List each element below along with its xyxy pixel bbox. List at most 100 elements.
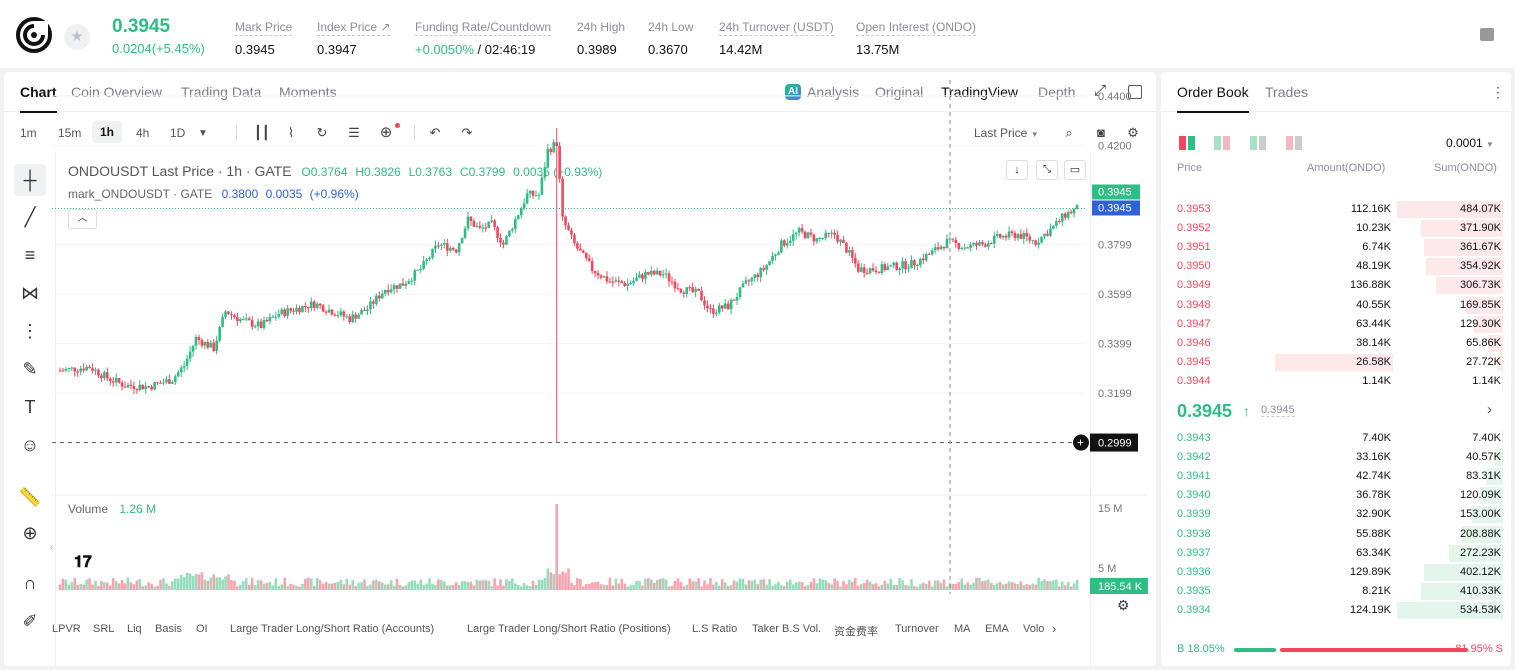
candle-body[interactable] xyxy=(268,317,272,322)
candle-body[interactable] xyxy=(729,299,733,310)
candle-body[interactable] xyxy=(274,316,278,318)
candle-body[interactable] xyxy=(357,314,360,319)
candle-body[interactable] xyxy=(587,258,591,262)
candle-body[interactable] xyxy=(862,267,866,273)
tab-trades[interactable]: Trades xyxy=(1265,84,1309,100)
candle-body[interactable] xyxy=(720,305,724,309)
candle-body[interactable] xyxy=(230,314,233,316)
candle-body[interactable] xyxy=(620,281,624,283)
candle-body[interactable] xyxy=(723,303,727,309)
candle-body[interactable] xyxy=(543,167,547,178)
candle-body[interactable] xyxy=(573,234,576,244)
interval-1m[interactable]: 1m xyxy=(20,126,37,140)
candle-body[interactable] xyxy=(348,316,352,322)
candle-body[interactable] xyxy=(271,316,275,318)
candle-body[interactable] xyxy=(865,272,869,274)
candle-body[interactable] xyxy=(351,314,354,322)
candle-body[interactable] xyxy=(58,370,62,372)
candle-body[interactable] xyxy=(156,382,159,384)
candle-body[interactable] xyxy=(641,274,644,279)
lock-tool-icon[interactable]: ✐ xyxy=(22,611,38,631)
candle-body[interactable] xyxy=(948,238,952,240)
candle-body[interactable] xyxy=(1072,208,1076,214)
indicator-oi[interactable]: OI xyxy=(196,623,208,635)
candle-body[interactable] xyxy=(576,243,579,249)
candle-body[interactable] xyxy=(286,308,289,316)
candle-body[interactable] xyxy=(978,242,981,246)
candle-body[interactable] xyxy=(289,308,292,311)
candle-body[interactable] xyxy=(336,315,340,317)
candle-body[interactable] xyxy=(239,319,242,321)
compact-mode-icon[interactable] xyxy=(1286,136,1302,150)
candle-body[interactable] xyxy=(150,386,153,390)
candle-body[interactable] xyxy=(930,250,934,255)
candle-body[interactable] xyxy=(97,369,100,376)
candle-body[interactable] xyxy=(593,270,597,274)
candle-body[interactable] xyxy=(942,246,946,249)
candle-body[interactable] xyxy=(1069,211,1073,214)
candle-body[interactable] xyxy=(679,289,683,293)
candle-body[interactable] xyxy=(972,242,975,245)
add-alert-icon[interactable] xyxy=(1073,434,1089,451)
projection-tool-icon[interactable]: ⋮ xyxy=(21,321,39,341)
text-tool-icon[interactable]: T xyxy=(24,397,36,417)
candle-body[interactable] xyxy=(410,280,414,282)
candle-body[interactable] xyxy=(514,219,517,230)
candle-body[interactable] xyxy=(301,306,304,313)
candle-body[interactable] xyxy=(738,287,742,298)
candle-body[interactable] xyxy=(327,309,331,313)
candle-body[interactable] xyxy=(1040,236,1043,243)
candle-body[interactable] xyxy=(617,280,621,282)
candle-body[interactable] xyxy=(859,267,863,272)
candle-body[interactable] xyxy=(236,316,239,321)
candle-body[interactable] xyxy=(1007,231,1011,238)
ask-row[interactable]: 0.3952 10.23K 371.90K xyxy=(1169,219,1503,238)
candle-body[interactable] xyxy=(354,314,357,319)
candle-body[interactable] xyxy=(153,382,156,390)
ask-row[interactable]: 0.3949 136.88K 306.73K xyxy=(1169,276,1503,295)
candle-body[interactable] xyxy=(422,260,425,270)
candle-body[interactable] xyxy=(933,247,937,251)
chevron-right-icon[interactable]: › xyxy=(1487,401,1492,418)
candle-body[interactable] xyxy=(463,228,467,239)
candle-body[interactable] xyxy=(1031,240,1034,242)
candle-body[interactable] xyxy=(1010,231,1014,233)
candle-body[interactable] xyxy=(584,252,588,259)
candle-body[interactable] xyxy=(103,372,106,379)
candle-body[interactable] xyxy=(916,264,919,266)
candle-body[interactable] xyxy=(380,293,384,299)
candle-body[interactable] xyxy=(605,276,609,282)
candle-body[interactable] xyxy=(516,215,520,220)
tab-chart[interactable]: Chart xyxy=(20,84,57,113)
candle-body[interactable] xyxy=(709,308,712,310)
indicator-lt-positions[interactable]: Large Trader Long/Short Ratio (Positions… xyxy=(467,623,671,635)
scroll-right-icon[interactable]: › xyxy=(1052,621,1057,636)
candle-body[interactable] xyxy=(647,272,650,275)
candle-body[interactable] xyxy=(901,261,904,269)
candle-body[interactable] xyxy=(1066,211,1070,218)
add-indicator-icon[interactable]: ⊕ xyxy=(379,124,393,141)
candle-body[interactable] xyxy=(1052,225,1055,229)
candle-body[interactable] xyxy=(960,248,964,250)
candle-body[interactable] xyxy=(791,234,795,241)
candle-body[interactable] xyxy=(691,287,694,292)
collapse-toolbar-icon[interactable]: ‹ xyxy=(50,542,54,553)
candle-body[interactable] xyxy=(212,342,216,352)
candle-body[interactable] xyxy=(981,242,984,245)
candle-body[interactable] xyxy=(511,229,514,231)
bid-row[interactable]: 0.3939 32.90K 153.00K xyxy=(1169,505,1503,524)
favorite-star-icon[interactable]: ★ xyxy=(64,24,90,50)
candle-body[interactable] xyxy=(416,269,420,271)
candle-body[interactable] xyxy=(1037,242,1040,245)
candle-body[interactable] xyxy=(774,254,777,256)
candle-body[interactable] xyxy=(437,245,440,247)
candle-body[interactable] xyxy=(144,386,148,390)
candle-body[interactable] xyxy=(650,270,653,275)
candle-body[interactable] xyxy=(762,268,765,270)
candle-body[interactable] xyxy=(756,274,760,278)
candle-body[interactable] xyxy=(295,307,298,312)
candle-body[interactable] xyxy=(508,230,511,237)
candle-body[interactable] xyxy=(1004,235,1008,238)
candle-body[interactable] xyxy=(735,297,739,301)
candle-body[interactable] xyxy=(209,342,213,348)
